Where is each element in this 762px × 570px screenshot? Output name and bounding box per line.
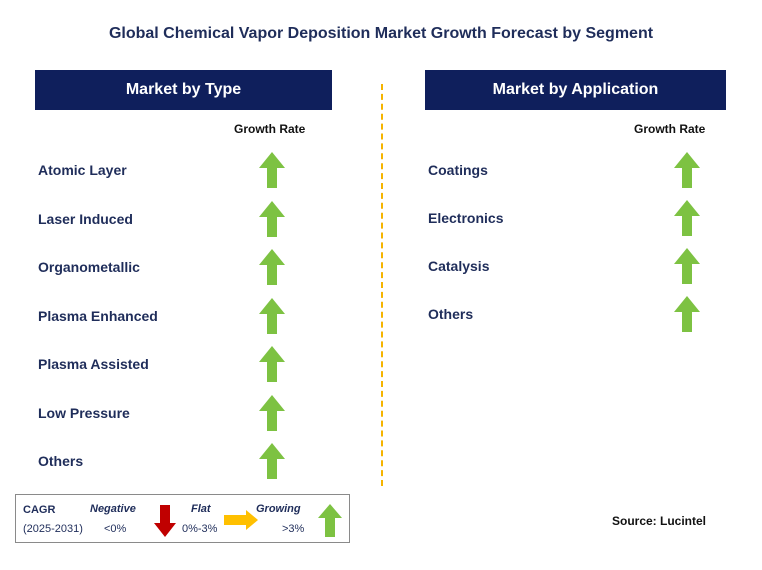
segment-row: Organometallic bbox=[38, 249, 289, 285]
segment-name: Plasma Enhanced bbox=[38, 308, 158, 324]
segment-name: Plasma Assisted bbox=[38, 356, 149, 372]
source-note: Source: Lucintel bbox=[612, 514, 707, 528]
segment-name: Others bbox=[428, 306, 474, 322]
growth-up-arrow-icon bbox=[674, 248, 700, 284]
growth-up-arrow-icon bbox=[259, 152, 285, 188]
legend-cagr-label: CAGR bbox=[23, 504, 56, 516]
growth-up-arrow-icon bbox=[674, 152, 700, 188]
growth-up-arrow-icon bbox=[674, 200, 700, 236]
segment-row: Others bbox=[38, 443, 289, 479]
growth-up-arrow-icon bbox=[259, 249, 285, 285]
panel-header-application: Market by Application bbox=[425, 70, 726, 110]
chart-title: Global Chemical Vapor Deposition Market … bbox=[108, 25, 654, 42]
legend-negative-range: <0% bbox=[104, 523, 127, 535]
legend-period: (2025-2031) bbox=[23, 523, 83, 535]
segment-row: Catalysis bbox=[428, 248, 704, 284]
segment-name: Laser Induced bbox=[38, 211, 133, 227]
segment-row: Plasma Assisted bbox=[38, 346, 289, 382]
segment-name: Electronics bbox=[428, 210, 504, 226]
growth-up-arrow-icon bbox=[259, 201, 285, 237]
segment-row: Laser Induced bbox=[38, 201, 289, 237]
legend-flat-range: 0%-3% bbox=[182, 523, 218, 535]
segment-name: Atomic Layer bbox=[38, 162, 127, 178]
legend-growing-label: Growing bbox=[256, 503, 301, 515]
growth-rate-label-type: Growth Rate bbox=[234, 122, 306, 136]
growth-up-arrow-icon bbox=[674, 296, 700, 332]
growth-up-arrow-icon bbox=[259, 346, 285, 382]
growth-up-arrow-icon bbox=[259, 298, 285, 334]
segment-row: Others bbox=[428, 296, 704, 332]
panel-divider bbox=[381, 84, 383, 486]
segment-row: Low Pressure bbox=[38, 395, 289, 431]
legend-negative-label: Negative bbox=[90, 503, 136, 515]
cagr-legend: CAGR (2025-2031) Negative <0% Flat 0%-3%… bbox=[15, 494, 350, 543]
segment-row: Coatings bbox=[428, 152, 704, 188]
panel-header-type: Market by Type bbox=[35, 70, 332, 110]
legend-flat-label: Flat bbox=[191, 503, 211, 515]
segment-name: Organometallic bbox=[38, 259, 140, 275]
segment-name: Others bbox=[38, 453, 84, 469]
growth-up-arrow-icon bbox=[259, 443, 285, 479]
legend-growing-range: >3% bbox=[282, 523, 305, 535]
segment-name: Low Pressure bbox=[38, 405, 130, 421]
segment-row: Plasma Enhanced bbox=[38, 298, 289, 334]
segment-name: Catalysis bbox=[428, 258, 490, 274]
segment-row: Electronics bbox=[428, 200, 704, 236]
right-arrow-icon bbox=[224, 510, 258, 530]
growth-up-arrow-icon bbox=[259, 395, 285, 431]
down-arrow-icon bbox=[154, 505, 176, 537]
segment-row: Atomic Layer bbox=[38, 152, 289, 188]
segment-name: Coatings bbox=[428, 162, 488, 178]
growth-rate-label-application: Growth Rate bbox=[634, 122, 706, 136]
up-arrow-icon bbox=[318, 504, 342, 537]
